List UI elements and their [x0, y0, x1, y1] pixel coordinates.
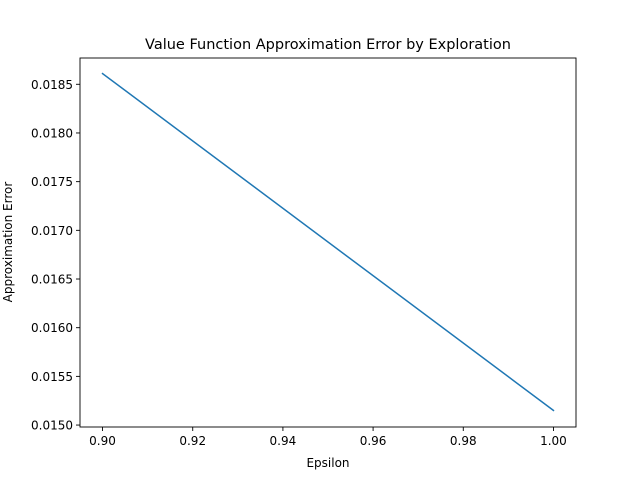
x-axis: 0.90 0.92 0.94 0.96 0.98 1.00 — [89, 427, 567, 448]
x-tick-label: 0.98 — [450, 434, 477, 448]
x-tick-label: 0.92 — [179, 434, 206, 448]
y-tick-label: 0.0155 — [31, 370, 73, 384]
x-axis-label: Epsilon — [306, 456, 349, 470]
y-axis: 0.0150 0.0155 0.0160 0.0165 0.0170 0.0175 0.01… — [31, 78, 80, 433]
y-tick-label: 0.0185 — [31, 78, 73, 92]
y-tick-label: 0.0170 — [31, 224, 73, 238]
y-axis-label: Approximation Error — [1, 182, 15, 303]
y-tick-label: 0.0175 — [31, 175, 73, 189]
x-tick-label: 1.00 — [540, 434, 567, 448]
x-tick-label: 0.96 — [360, 434, 387, 448]
y-tick-label: 0.0165 — [31, 273, 73, 287]
x-tick-label: 0.94 — [270, 434, 297, 448]
series-line-0 — [101, 72, 555, 412]
y-tick-label: 0.0160 — [31, 321, 73, 335]
y-tick-label: 0.0150 — [31, 419, 73, 433]
chart-title: Value Function Approximation Error by Ex… — [145, 37, 511, 53]
y-tick-label: 0.0180 — [31, 126, 73, 140]
x-tick-label: 0.90 — [89, 434, 116, 448]
plot-frame — [79, 57, 577, 428]
plot-area — [79, 57, 577, 428]
